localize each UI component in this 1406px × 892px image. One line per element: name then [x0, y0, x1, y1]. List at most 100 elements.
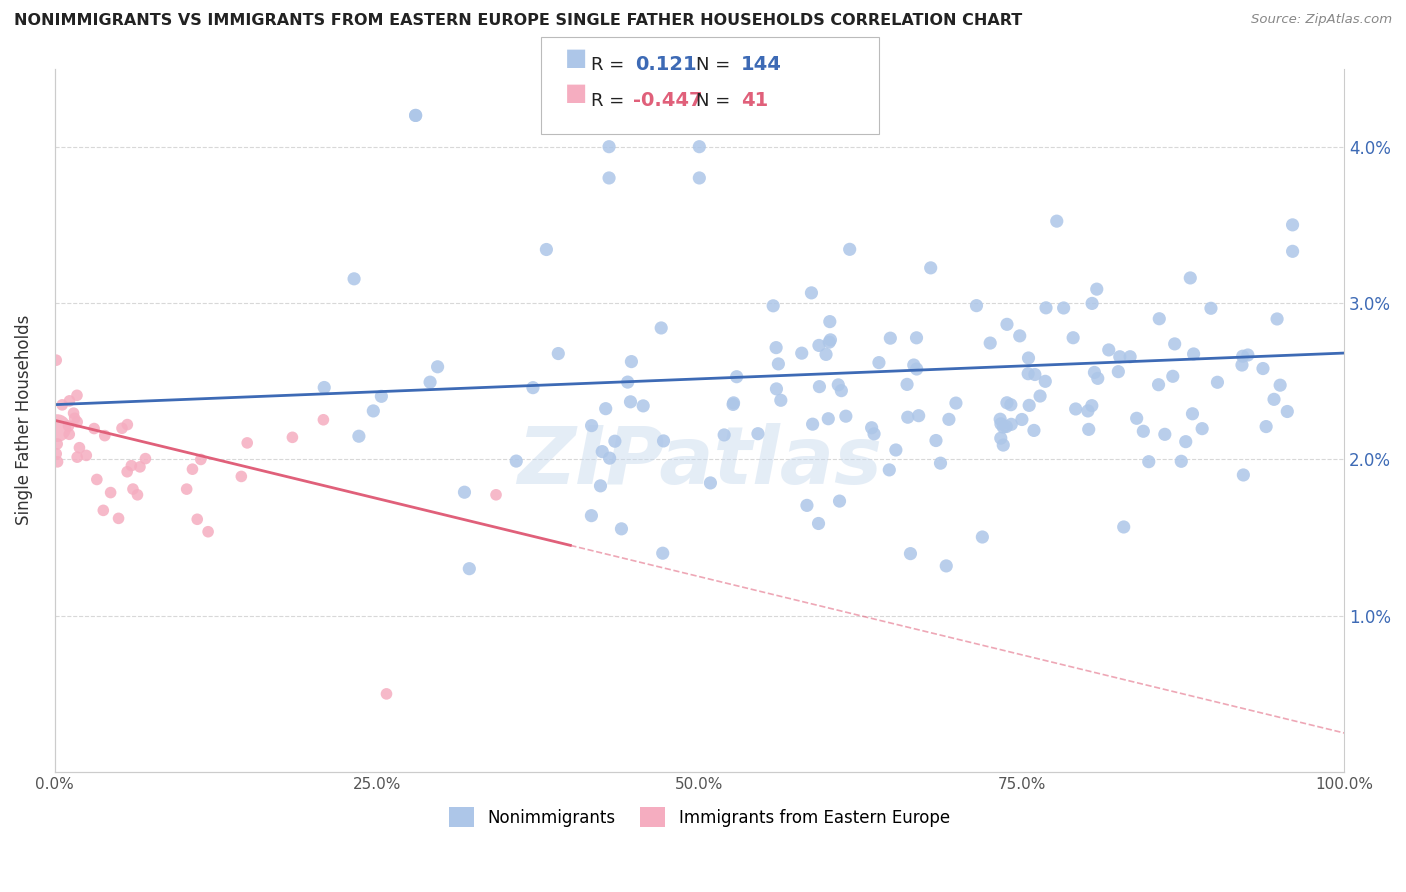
- Point: [1237, 348, 1260, 362]
- Point: [1163, 337, 1185, 351]
- Text: 0.121: 0.121: [636, 55, 697, 74]
- Point: [595, 401, 617, 416]
- Point: [1077, 404, 1099, 418]
- Point: [1107, 365, 1129, 379]
- Point: [603, 434, 626, 449]
- Point: [1265, 312, 1288, 326]
- Point: [122, 482, 145, 496]
- Text: ■: ■: [565, 45, 588, 70]
- Text: N =: N =: [696, 92, 730, 110]
- Text: 41: 41: [741, 91, 768, 110]
- Point: [830, 384, 852, 398]
- Point: [314, 380, 336, 394]
- Point: [66, 388, 89, 402]
- Point: [652, 434, 675, 448]
- Point: [979, 336, 1001, 351]
- Point: [988, 412, 1011, 426]
- Text: 144: 144: [741, 55, 782, 74]
- Point: [458, 562, 481, 576]
- Point: [1232, 467, 1254, 482]
- Point: [94, 428, 117, 442]
- Point: [903, 358, 925, 372]
- Point: [83, 421, 105, 435]
- Point: [713, 428, 735, 442]
- Point: [281, 430, 304, 444]
- Point: [1137, 455, 1160, 469]
- Point: [370, 389, 392, 403]
- Point: [818, 335, 841, 350]
- Point: [1033, 374, 1056, 388]
- Text: R =: R =: [591, 92, 624, 110]
- Point: [405, 108, 427, 122]
- Point: [995, 419, 1018, 434]
- Point: [1180, 271, 1202, 285]
- Point: [46, 421, 69, 435]
- Point: [62, 406, 84, 420]
- Point: [86, 473, 108, 487]
- Point: [800, 285, 823, 300]
- Point: [1081, 399, 1104, 413]
- Point: [100, 485, 122, 500]
- Point: [925, 434, 948, 448]
- Legend: Nonimmigrants, Immigrants from Eastern Europe: Nonimmigrants, Immigrants from Eastern E…: [443, 800, 956, 834]
- Point: [536, 243, 558, 257]
- Point: [1268, 378, 1291, 392]
- Point: [619, 394, 641, 409]
- Point: [1112, 520, 1135, 534]
- Point: [817, 411, 839, 425]
- Point: [838, 243, 860, 257]
- Point: [929, 456, 952, 470]
- Point: [768, 357, 790, 371]
- Point: [769, 393, 792, 408]
- Point: [765, 341, 787, 355]
- Point: [1256, 419, 1278, 434]
- Point: [120, 458, 142, 473]
- Point: [820, 333, 842, 347]
- Point: [312, 413, 335, 427]
- Point: [547, 346, 569, 360]
- Point: [818, 315, 841, 329]
- Point: [1000, 398, 1022, 412]
- Point: [1181, 407, 1204, 421]
- Point: [1022, 424, 1045, 438]
- Point: [190, 452, 212, 467]
- Point: [1052, 301, 1074, 315]
- Point: [236, 436, 259, 450]
- Point: [1077, 422, 1099, 436]
- Point: [1161, 369, 1184, 384]
- Point: [117, 417, 139, 432]
- Point: [796, 499, 818, 513]
- Point: [896, 377, 918, 392]
- Point: [581, 418, 603, 433]
- Point: [1153, 427, 1175, 442]
- Point: [181, 462, 204, 476]
- Text: Source: ZipAtlas.com: Source: ZipAtlas.com: [1251, 13, 1392, 27]
- Point: [1098, 343, 1121, 357]
- Point: [63, 411, 86, 425]
- Point: [993, 438, 1015, 452]
- Point: [815, 347, 838, 361]
- Point: [1083, 366, 1105, 380]
- Point: [1008, 329, 1031, 343]
- Point: [58, 427, 80, 442]
- Point: [995, 318, 1018, 332]
- Point: [1132, 424, 1154, 438]
- Point: [1081, 296, 1104, 310]
- Point: [868, 356, 890, 370]
- Point: [1035, 301, 1057, 315]
- Point: [598, 171, 620, 186]
- Point: [1046, 214, 1069, 228]
- Point: [45, 353, 67, 368]
- Point: [75, 449, 97, 463]
- Point: [945, 396, 967, 410]
- Point: [828, 494, 851, 508]
- Point: [688, 139, 710, 153]
- Point: [1170, 454, 1192, 468]
- Point: [58, 419, 80, 434]
- Text: ■: ■: [565, 81, 588, 105]
- Point: [900, 547, 922, 561]
- Point: [405, 108, 427, 122]
- Point: [1149, 311, 1171, 326]
- Point: [66, 450, 89, 465]
- Point: [651, 546, 673, 560]
